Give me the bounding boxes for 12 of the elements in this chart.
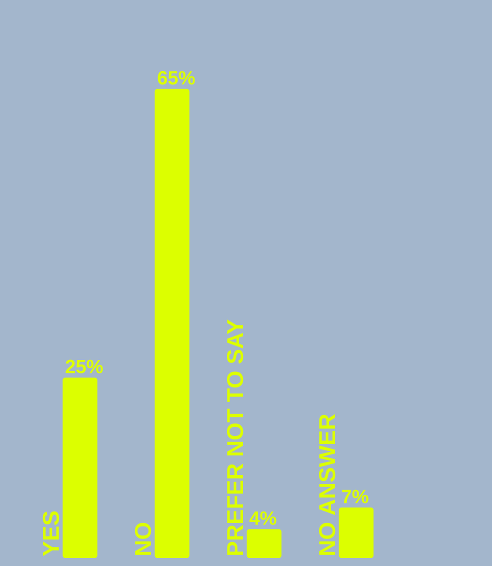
bar bbox=[154, 88, 190, 558]
x-tick-label: NO bbox=[134, 522, 152, 555]
bar bbox=[62, 378, 98, 558]
x-tick-label: YES bbox=[42, 511, 60, 556]
data-label: 25% bbox=[66, 360, 103, 374]
bar bbox=[246, 529, 282, 558]
data-label: 7% bbox=[342, 490, 368, 504]
x-tick-label: PREFER NOT TO SAY bbox=[226, 320, 244, 555]
data-label: 4% bbox=[249, 511, 276, 525]
x-tick-label: NO ANSWER bbox=[319, 414, 336, 555]
bar bbox=[338, 507, 374, 558]
data-label: 65% bbox=[158, 71, 195, 85]
